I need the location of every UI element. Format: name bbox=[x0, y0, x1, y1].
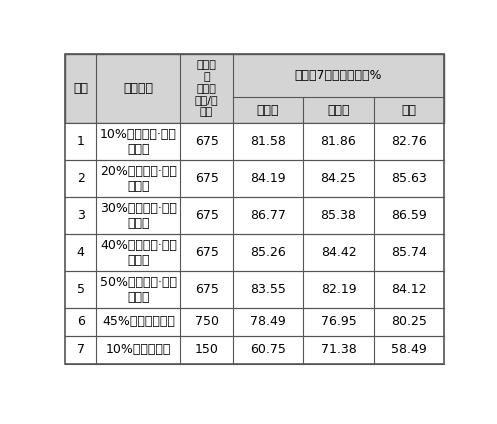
Text: 有效成
分
使用量
（克/公
顷）: 有效成 分 使用量 （克/公 顷） bbox=[195, 60, 218, 117]
Text: 750: 750 bbox=[195, 315, 219, 329]
Text: 78.49: 78.49 bbox=[250, 315, 286, 329]
Text: 80.25: 80.25 bbox=[391, 315, 427, 329]
Text: 50%马拉硫磷·吡丙
醚乳油: 50%马拉硫磷·吡丙 醚乳油 bbox=[100, 276, 177, 304]
Text: 675: 675 bbox=[195, 283, 219, 296]
Text: 稻蓟马: 稻蓟马 bbox=[327, 103, 350, 117]
Text: 编号: 编号 bbox=[73, 82, 88, 95]
Text: 5: 5 bbox=[77, 283, 85, 296]
Text: 85.26: 85.26 bbox=[250, 246, 286, 259]
Text: 85.63: 85.63 bbox=[391, 172, 427, 185]
Text: 2: 2 bbox=[77, 172, 84, 185]
Text: 84.42: 84.42 bbox=[321, 246, 356, 259]
Bar bbox=[65, 160, 444, 197]
Text: 60.75: 60.75 bbox=[250, 343, 286, 356]
Text: 86.59: 86.59 bbox=[391, 209, 427, 222]
Text: 82.76: 82.76 bbox=[391, 135, 427, 148]
Text: 83.55: 83.55 bbox=[250, 283, 286, 296]
Text: 叶蝉: 叶蝉 bbox=[402, 103, 416, 117]
Text: 30%马拉硫磷·吡丙
醚乳油: 30%马拉硫磷·吡丙 醚乳油 bbox=[100, 202, 177, 230]
Text: 10%马拉硫磷·吡丙
醚乳油: 10%马拉硫磷·吡丙 醚乳油 bbox=[100, 128, 177, 156]
Text: 84.12: 84.12 bbox=[391, 283, 427, 296]
Text: 20%马拉硫磷·吡丙
醚乳油: 20%马拉硫磷·吡丙 醚乳油 bbox=[100, 165, 177, 192]
Text: 10%吡丙醚乳油: 10%吡丙醚乳油 bbox=[106, 343, 171, 356]
Text: 供试药剂: 供试药剂 bbox=[123, 82, 154, 95]
Text: 150: 150 bbox=[195, 343, 219, 356]
Bar bbox=[65, 271, 444, 308]
Text: 81.58: 81.58 bbox=[250, 135, 286, 148]
Bar bbox=[65, 54, 444, 123]
Bar bbox=[65, 308, 444, 336]
Text: 84.25: 84.25 bbox=[321, 172, 356, 185]
Bar bbox=[65, 197, 444, 234]
Text: 84.19: 84.19 bbox=[250, 172, 286, 185]
Text: 82.19: 82.19 bbox=[321, 283, 356, 296]
Text: 86.77: 86.77 bbox=[250, 209, 286, 222]
Text: 58.49: 58.49 bbox=[391, 343, 427, 356]
Text: 85.38: 85.38 bbox=[321, 209, 356, 222]
Text: 7: 7 bbox=[77, 343, 85, 356]
Text: 4: 4 bbox=[77, 246, 84, 259]
Bar bbox=[65, 336, 444, 363]
Text: 稻飞虱: 稻飞虱 bbox=[257, 103, 279, 117]
Text: 45%马拉硫磷乳油: 45%马拉硫磷乳油 bbox=[102, 315, 175, 329]
Text: 85.74: 85.74 bbox=[391, 246, 427, 259]
Text: 675: 675 bbox=[195, 135, 219, 148]
Text: 81.86: 81.86 bbox=[321, 135, 356, 148]
Text: 40%马拉硫磷·吡丙
醚乳油: 40%马拉硫磷·吡丙 醚乳油 bbox=[100, 239, 177, 267]
Text: 76.95: 76.95 bbox=[321, 315, 356, 329]
Bar bbox=[65, 123, 444, 160]
Text: 71.38: 71.38 bbox=[321, 343, 356, 356]
Text: 675: 675 bbox=[195, 246, 219, 259]
Text: 3: 3 bbox=[77, 209, 84, 222]
Text: 675: 675 bbox=[195, 209, 219, 222]
Text: 675: 675 bbox=[195, 172, 219, 185]
Text: 施药后7天的防治效果%: 施药后7天的防治效果% bbox=[295, 69, 382, 82]
Text: 1: 1 bbox=[77, 135, 84, 148]
Bar bbox=[65, 54, 444, 123]
Bar bbox=[65, 234, 444, 271]
Text: 6: 6 bbox=[77, 315, 84, 329]
